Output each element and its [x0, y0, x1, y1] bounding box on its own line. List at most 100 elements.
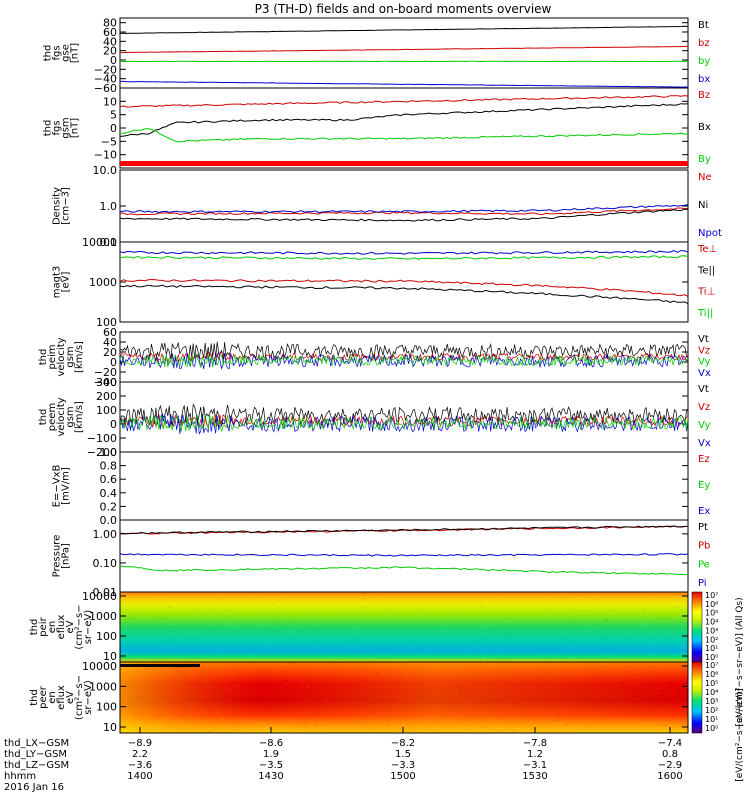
x-row-value: 1.5: [395, 749, 411, 760]
legend-entry: Pt: [698, 522, 708, 533]
x-row-value: 1600: [657, 771, 682, 782]
y-tick-label: 10000: [82, 590, 117, 603]
y-tick-label: 20: [103, 346, 117, 359]
x-row-value: −8.9: [128, 738, 152, 749]
y-axis-label-line: thd: [38, 349, 49, 366]
y-axis-label-line: [cm−3]: [61, 187, 72, 225]
legend-entry: Ti||: [697, 308, 713, 319]
y-axis-label-line: gsm: [61, 117, 72, 138]
legend-entry: Ez: [698, 454, 710, 465]
figure-title: P3 (TH-D) fields and on-board moments ov…: [255, 2, 552, 16]
y-axis-label-line: gse: [61, 44, 72, 62]
legend-entry: bx: [698, 74, 710, 85]
colorbar-label-lower-text: [eV/(cm²−s−sr−eV)]: [735, 688, 745, 782]
y-tick-label: 10000: [82, 660, 117, 673]
y-axis-label-line: [nT]: [70, 118, 81, 138]
legend-entry: Bx: [698, 122, 711, 133]
y-tick-label: −200: [87, 446, 117, 459]
y-axis-label-line: sr−eV): [83, 610, 94, 645]
x-row-value: −2.9: [658, 760, 682, 771]
y-axis-label-line: (cm²−s−: [74, 604, 85, 649]
y-tick-label: 100: [96, 630, 117, 643]
legend-entry: Te||: [697, 265, 715, 276]
panel-density: 10.0 1.0 0.1 Density[cm−3] Ne Ni Npot: [52, 164, 722, 249]
y-axis-label-line: thd: [43, 45, 54, 62]
y-tick-label: 10: [103, 650, 117, 663]
series-Npot: [119, 204, 689, 214]
series-Bx: [119, 103, 689, 137]
y-axis-label-line: peer: [38, 685, 49, 709]
spectrogram-gap: [120, 664, 200, 667]
colorbar: 10⁷10⁶10⁵10⁴10³10²10¹10⁰10⁷10⁶10⁵10⁴10³1…: [691, 591, 745, 782]
y-tick-label: 1000: [89, 610, 117, 623]
colorbar-tick: 10²: [705, 635, 718, 644]
y-axis-label-line: peim: [47, 344, 58, 369]
y-axis-label-line: [nT]: [70, 43, 81, 63]
series-Ti||: [119, 255, 689, 261]
panel-frame: [119, 169, 689, 243]
y-tick-label: 0.2: [100, 500, 118, 513]
x-row-value: 1.2: [527, 749, 543, 760]
colorbar-tick: 10⁵: [705, 609, 718, 618]
x-row-value: −8.6: [259, 738, 283, 749]
legend-entry: Pi: [698, 578, 707, 589]
legend-entry: Ni: [698, 200, 708, 211]
x-row-name: thd_LZ−GSM: [4, 760, 69, 771]
x-row-value: 0.8: [662, 749, 678, 760]
x-row-value: 1430: [258, 771, 283, 782]
y-tick-label: 300: [96, 376, 117, 389]
x-row-value: 1400: [127, 771, 152, 782]
legend-entry: Vz: [698, 402, 710, 413]
panel-peem_velocity: 3002001000−100−200thdpeemvelocitygsm[km/…: [38, 376, 711, 459]
y-axis-label-line: [km/s]: [74, 341, 85, 373]
series-Vt: [119, 341, 689, 362]
colorbar-tick: 10⁰: [705, 653, 718, 662]
x-row-name: hhmm: [4, 771, 36, 782]
y-tick-label: −20: [94, 366, 117, 379]
y-axis-label-line: thd: [29, 689, 40, 706]
legend-entry: Vy: [698, 420, 711, 431]
y-tick-label: 0.01: [93, 586, 118, 599]
colorbar-tick: 10¹: [705, 715, 718, 724]
y-axis-label-line: E=−VxB: [52, 465, 63, 508]
y-tick-label: −5: [101, 135, 117, 148]
y-axis-label-line: [mV/m]: [61, 467, 72, 505]
panel-peir_spectrogram: 10000 1000 100 10 thdpeirenefluxeV(cm²−s−sr−…: [29, 590, 689, 664]
y-axis-label-line: sr−eV): [83, 680, 94, 715]
y-tick-label: −40: [94, 73, 117, 86]
x-row-value: −7.8: [523, 738, 547, 749]
x-row-value: −3.1: [523, 760, 547, 771]
y-tick-label: 60: [103, 326, 117, 339]
y-axis-label-line: eflux: [56, 685, 67, 710]
y-tick-label: 40: [103, 336, 117, 349]
y-tick-label: −40: [94, 376, 117, 389]
y-axis-label-line: [eV]: [61, 272, 72, 293]
colorbar-tick: 10⁰: [705, 724, 718, 733]
y-tick-label: 0.4: [100, 487, 118, 500]
y-axis-label-line: [nPa]: [61, 543, 72, 569]
colorbar-label-text: [eV/(cm²−s−sr−eV)] (All Qs): [735, 597, 745, 726]
y-tick-label: 0: [110, 54, 117, 67]
series-Vy: [119, 353, 689, 368]
x-row-name: thd_LX−GSM: [4, 738, 69, 749]
colorbar-tick: 10⁷: [705, 661, 718, 670]
colorbar-strip: [691, 661, 703, 734]
colorbar-tick: 10⁶: [705, 670, 718, 679]
panel-frame: [119, 17, 689, 89]
y-axis-label-line: fgs: [52, 120, 63, 135]
legend-entry: Vx: [698, 438, 711, 449]
y-tick-label: 0: [110, 122, 117, 135]
y-axis-label-line: Pressure: [52, 535, 63, 578]
spectrogram-shading: [120, 662, 688, 733]
y-axis-label: magt3[eV]: [52, 266, 72, 299]
colorbar-tick: 10³: [705, 626, 718, 635]
series-Pi: [119, 565, 689, 576]
legend-entry: Te⊥: [697, 244, 717, 255]
x-row-value: 1530: [522, 771, 547, 782]
x-row-value: 2.2: [132, 749, 148, 760]
x-row-value: −3.5: [259, 760, 283, 771]
x-row-value: −7.4: [658, 738, 682, 749]
series-Te⊥: [119, 250, 689, 255]
series-Vx: [119, 413, 689, 435]
